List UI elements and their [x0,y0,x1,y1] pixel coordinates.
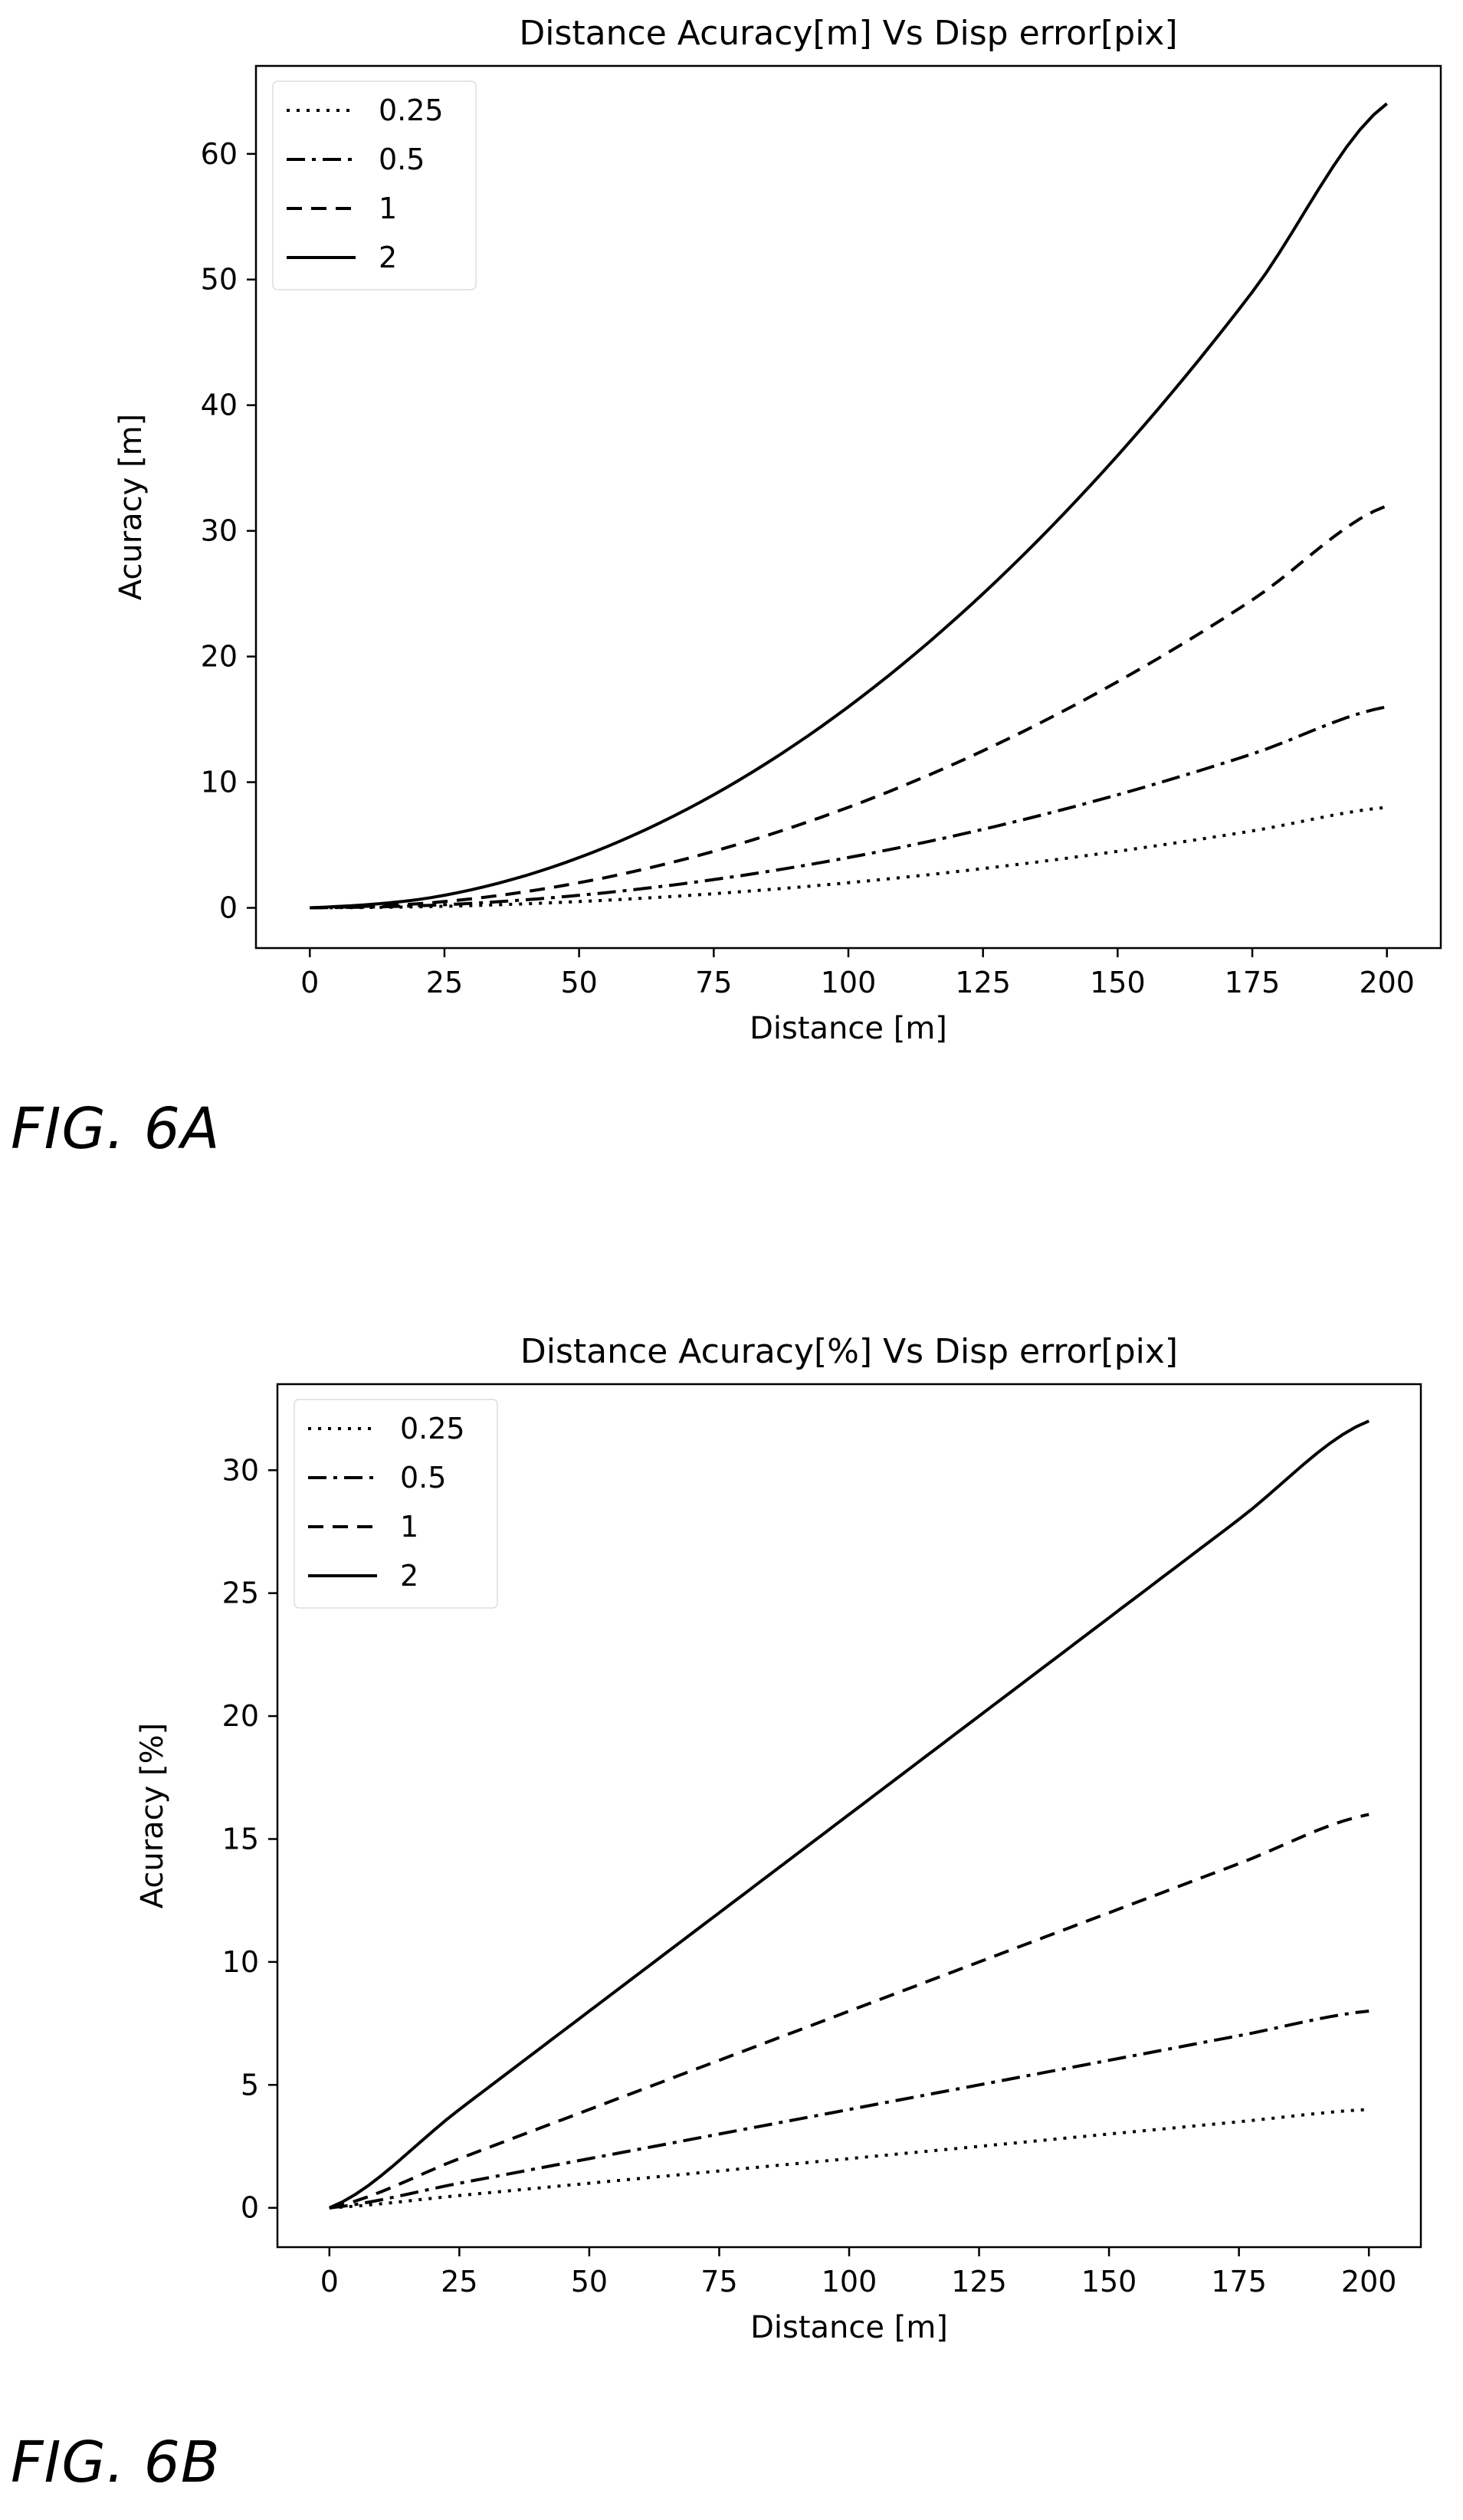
legend-label: 0.25 [379,94,444,127]
y-tick-label: 0 [241,2191,259,2225]
legend-box [272,80,477,290]
series-line-2 [310,102,1388,910]
x-tick-label: 100 [822,2265,877,2299]
y-tick-label: 10 [201,766,238,799]
y-tick-label: 15 [222,1822,259,1856]
legend-label: 0.25 [400,1412,465,1445]
y-tick-label: 40 [201,389,238,422]
x-tick-label: 0 [300,966,319,999]
x-tick-label: 75 [695,966,732,999]
series-line-0_25 [310,806,1387,910]
x-tick-label: 25 [441,2265,477,2299]
figure-6a: Distance Acuracy[m] Vs Disp error[pix] 0 2… [0,0,1463,1073]
legend-label: 2 [400,1559,418,1593]
legend-box [294,1399,498,1609]
y-tick-label: 20 [201,640,238,674]
legend-label: 2 [379,241,397,274]
y-tick-label: 5 [241,2068,259,2102]
series-line-2 [328,1419,1370,2210]
figure-6b-caption: FIG. 6B [11,2430,221,2495]
x-tick-label: 75 [700,2265,737,2299]
series-line-0_5 [329,2010,1370,2210]
legend-label: 1 [400,1510,418,1544]
x-tick-label: 200 [1359,966,1415,999]
y-tick-label: 0 [219,891,238,925]
x-tick-label: 150 [1090,966,1146,999]
series-line-0_5 [310,705,1388,910]
chart-6b: Distance Acuracy[%] Vs Disp error[pix] 0 2… [135,1332,1422,2345]
x-tick-label: 100 [821,966,877,999]
x-tick-label: 50 [571,2265,608,2299]
x-tick-label: 50 [560,966,597,999]
x-axis-label: Distance [m] [750,1011,947,1046]
y-tick-label: 50 [201,263,238,297]
y-tick-label: 25 [222,1577,259,1610]
y-tick-label: 10 [222,1945,259,1979]
x-tick-label: 125 [955,966,1011,999]
x-tick-label: 125 [951,2265,1007,2299]
y-tick-label: 20 [222,1699,259,1733]
legend-label: 0.5 [379,143,425,176]
x-tick-label: 200 [1341,2265,1397,2299]
x-axis-label: Distance [m] [750,2310,948,2345]
chart-title: Distance Acuracy[%] Vs Disp error[pix] [520,1332,1178,1371]
legend-label: 1 [379,192,397,225]
x-tick-label: 175 [1211,2265,1267,2299]
y-tick-label: 30 [222,1453,259,1487]
y-tick-label: 30 [201,514,238,548]
y-axis-label: Acuracy [%] [135,1723,170,1909]
series-line-0_25 [329,2108,1370,2210]
chart-6a: Distance Acuracy[m] Vs Disp error[pix] 0 2… [113,14,1442,1046]
series-line-1 [329,1813,1370,2210]
series-line-1 [310,504,1388,910]
figure-6b: Distance Acuracy[%] Vs Disp error[pix] 0 2… [0,1303,1463,2520]
legend-label: 0.5 [400,1461,446,1495]
x-tick-label: 175 [1225,966,1281,999]
y-tick-label: 60 [201,137,238,171]
x-tick-label: 0 [320,2265,339,2299]
chart-title: Distance Acuracy[m] Vs Disp error[pix] [519,14,1177,53]
x-tick-label: 25 [426,966,463,999]
y-axis-label: Acuracy [m] [113,414,149,601]
figure-6a-caption: FIG. 6A [11,1096,221,1162]
x-tick-label: 150 [1081,2265,1137,2299]
